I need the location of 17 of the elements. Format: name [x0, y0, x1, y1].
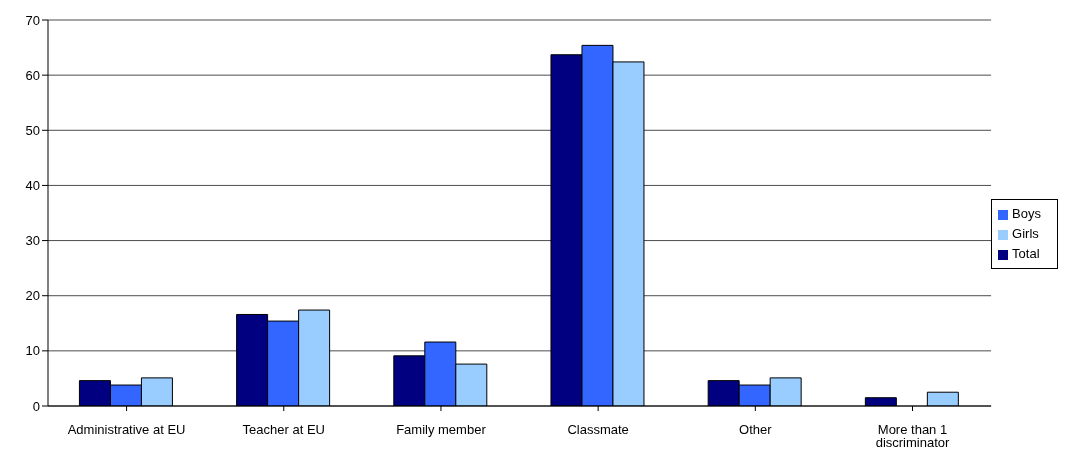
x-tick-label: More than 1 discriminator [875, 422, 951, 451]
y-tick-label: 50 [25, 122, 40, 138]
x-tick-label: Family member [396, 422, 487, 438]
y-tick-label: 40 [25, 178, 40, 194]
legend-label: Girls [1012, 226, 1039, 241]
legend-label: Boys [1012, 206, 1041, 221]
y-tick-label: 60 [25, 67, 40, 83]
y-tick-label: 70 [25, 12, 40, 28]
y-tick-label: 20 [25, 288, 40, 304]
x-tick-label: Administrative at EU [67, 422, 186, 438]
x-tick-label: Classmate [567, 422, 629, 438]
y-tick-label: 0 [32, 398, 40, 414]
x-tick-label: Other [739, 422, 773, 438]
x-tick-label: Teacher at EU [242, 422, 325, 438]
y-tick-label: 10 [25, 343, 40, 359]
y-tick-label: 30 [25, 233, 40, 249]
legend-label: Total [1012, 246, 1040, 261]
